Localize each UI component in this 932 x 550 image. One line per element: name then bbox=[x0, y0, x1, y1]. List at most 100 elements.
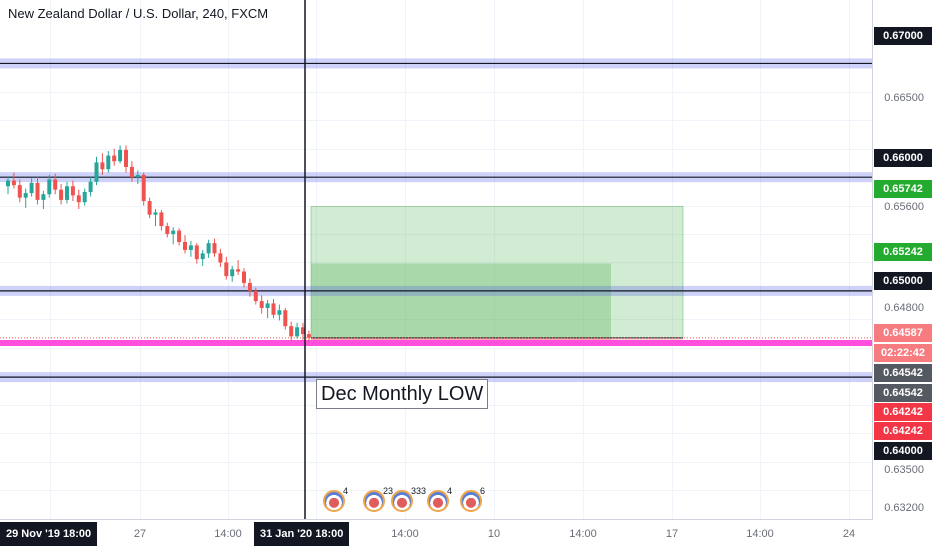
candle-body bbox=[259, 301, 264, 308]
candle-body bbox=[94, 162, 99, 182]
candle-body bbox=[100, 162, 105, 170]
time-badge-crosshair: 31 Jan '20 18:00 bbox=[254, 522, 350, 546]
candle-body bbox=[165, 226, 170, 235]
event-count: 333 bbox=[411, 486, 427, 496]
horizontal-lines[interactable] bbox=[0, 58, 872, 383]
candle-body bbox=[289, 326, 294, 337]
candle-body bbox=[242, 271, 246, 283]
annotation-dec-monthly-low[interactable]: Dec Monthly LOW bbox=[316, 379, 489, 409]
grid bbox=[0, 0, 872, 519]
event-count: 6 bbox=[480, 486, 486, 496]
candle-body bbox=[65, 186, 69, 200]
candle-body bbox=[183, 241, 187, 250]
candle-body bbox=[106, 155, 111, 170]
x-tick: 14:00 bbox=[746, 528, 774, 540]
candle-body bbox=[306, 334, 311, 338]
countdown-badge: 02:22:42 bbox=[874, 344, 932, 362]
candle-body bbox=[295, 327, 300, 337]
candle-body bbox=[236, 269, 241, 272]
candle-body bbox=[135, 174, 140, 178]
event-count: 23 bbox=[383, 486, 394, 496]
time-badge-left: 29 Nov '19 18:00 bbox=[0, 522, 98, 546]
candle-body bbox=[47, 179, 52, 195]
candle-body bbox=[124, 149, 128, 167]
stop-price-badge-red-1: 0.64242 bbox=[874, 403, 932, 421]
event-count: 4 bbox=[447, 486, 453, 496]
position-tool-layer[interactable] bbox=[310, 206, 684, 343]
candle-body bbox=[206, 243, 211, 254]
candle-body bbox=[177, 230, 182, 242]
stop-price-badge-red-2: 0.64242 bbox=[874, 422, 932, 440]
candle-body bbox=[53, 179, 58, 190]
candle-body bbox=[76, 195, 81, 203]
stop-price-badge-grey: 0.64542 bbox=[874, 384, 932, 402]
candle-body bbox=[23, 193, 28, 198]
event-count: 4 bbox=[343, 486, 349, 496]
support-level-line[interactable] bbox=[0, 339, 872, 346]
event-flag-icon[interactable]: 4 bbox=[427, 486, 452, 512]
candle-body bbox=[200, 253, 205, 260]
long-position-profit-zone-inner[interactable] bbox=[311, 263, 611, 338]
candle-body bbox=[153, 212, 158, 215]
candle-body bbox=[82, 191, 87, 203]
price-badge-0.67000: 0.67000 bbox=[874, 27, 932, 45]
overlay-lines bbox=[0, 0, 872, 519]
candlestick-series bbox=[6, 145, 311, 343]
price-badge-0.65000: 0.65000 bbox=[874, 272, 932, 290]
candle-body bbox=[159, 212, 164, 227]
support-price-badge: 0.64542 bbox=[874, 364, 932, 382]
long-position-profit-zone[interactable] bbox=[310, 206, 684, 339]
chart-title: New Zealand Dollar / U.S. Dollar, 240, F… bbox=[8, 6, 269, 21]
price-badge-target-2: 0.65242 bbox=[874, 243, 932, 261]
candle-body bbox=[247, 282, 252, 291]
candle-body bbox=[301, 327, 305, 335]
candle-body bbox=[70, 186, 75, 196]
candle-body bbox=[230, 269, 235, 277]
x-tick: 17 bbox=[665, 528, 679, 540]
candle-body bbox=[35, 182, 40, 200]
y-tick-0.63500: 0.63500 bbox=[884, 464, 924, 476]
candle-body bbox=[118, 149, 123, 162]
candle-body bbox=[218, 253, 223, 263]
x-tick: 24 bbox=[842, 528, 856, 540]
x-tick: 14:00 bbox=[569, 528, 597, 540]
candle-body bbox=[11, 180, 16, 186]
y-tick-0.63200: 0.63200 bbox=[884, 502, 924, 514]
price-badge-target-1: 0.65742 bbox=[874, 180, 932, 198]
candle-body bbox=[17, 185, 22, 198]
candle-body bbox=[88, 181, 93, 192]
candle-body bbox=[188, 245, 193, 250]
candle-body bbox=[194, 245, 199, 260]
x-tick: 14:00 bbox=[214, 528, 242, 540]
candle-body bbox=[277, 310, 282, 315]
candle-body bbox=[41, 194, 46, 200]
event-flag-icon[interactable]: 4 bbox=[323, 486, 348, 512]
x-tick: 14:00 bbox=[391, 528, 419, 540]
x-tick: 27 bbox=[133, 528, 147, 540]
y-tick-0.66500: 0.66500 bbox=[884, 92, 924, 104]
candle-body bbox=[253, 290, 258, 302]
current-price-badge: 0.64587 bbox=[874, 324, 932, 342]
x-tick: 10 bbox=[487, 528, 501, 540]
event-flag-icon[interactable]: 333 bbox=[391, 486, 426, 512]
candle-body bbox=[271, 303, 276, 315]
event-flag-icon[interactable]: 6 bbox=[460, 486, 485, 512]
candle-body bbox=[171, 230, 176, 235]
price-badge-0.64000: 0.64000 bbox=[874, 442, 932, 460]
candle-body bbox=[224, 262, 229, 277]
candle-body bbox=[147, 201, 152, 215]
price-badge-0.66000: 0.66000 bbox=[874, 149, 932, 167]
candle-body bbox=[112, 155, 117, 162]
candle-body bbox=[212, 243, 217, 254]
candle-body bbox=[141, 174, 146, 202]
candle-body bbox=[265, 303, 270, 308]
candle-body bbox=[283, 310, 288, 327]
candle-body bbox=[129, 166, 134, 178]
event-flag-icon[interactable]: 23 bbox=[363, 486, 393, 512]
y-tick-0.65600: 0.65600 bbox=[884, 201, 924, 213]
candle-body bbox=[6, 180, 10, 187]
y-tick-0.64800: 0.64800 bbox=[884, 302, 924, 314]
candle-body bbox=[29, 182, 34, 194]
